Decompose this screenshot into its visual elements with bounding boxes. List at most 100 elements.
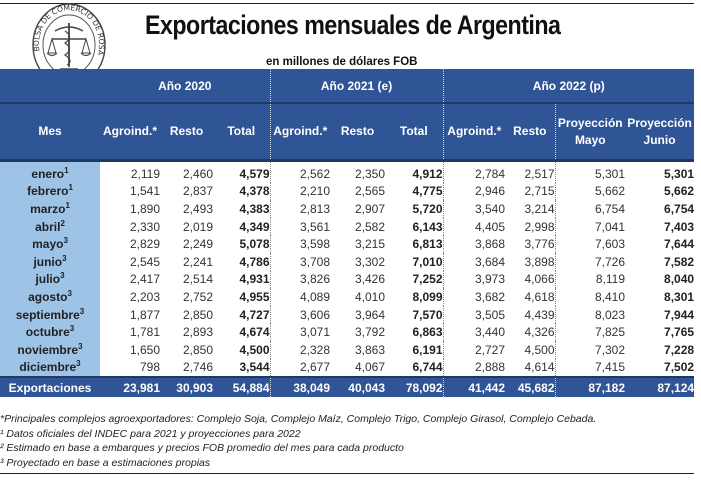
column-header-proyeccion-mayo: Proyección Mayo <box>555 103 626 162</box>
cell-resto-2020: 2,850 <box>182 342 213 357</box>
footnote-3: ³ Proyectado en base a estimaciones prop… <box>0 456 211 469</box>
cell-proyeccion-junio: 7,765 <box>664 325 695 340</box>
cell-total-2021: 6,143 <box>385 217 444 236</box>
cell-proyeccion-junio: 8,040 <box>664 272 695 287</box>
cell-agroind-2022: 3,682 <box>475 289 506 304</box>
cell-agroind-2020: 2,417 <box>129 272 160 287</box>
cell-total-2021: 7,570 <box>385 305 444 324</box>
month-footnote-marker: 3 <box>67 288 72 298</box>
cell-agroind-2022: 3,505 <box>475 307 506 322</box>
cell-resto-2021: 3,964 <box>354 307 385 322</box>
cell-agroind-2021: 3,826 <box>299 272 330 287</box>
table-row: noviembre3 1,650 2,850 4,500 2,328 3,863 6,191… <box>0 340 694 359</box>
total-proyeccion-mayo: 87,182 <box>555 376 626 398</box>
cell-agroind-2021: 4,089 <box>299 289 330 304</box>
column-header-row: Mes Agroind.* Resto Total Agroind.* Rest… <box>0 103 695 162</box>
cell-proyeccion-junio: 7,644 <box>664 237 695 252</box>
group-header-2022: Año 2022 (p) <box>443 69 695 104</box>
cell-agroind-2022: 2,727 <box>475 342 506 357</box>
cell-total-2020: 4,727 <box>213 305 271 324</box>
month-cell: septiembre3 <box>0 305 100 324</box>
cell-resto-2020: 2,746 <box>182 360 213 375</box>
cell-resto-2022: 2,715 <box>505 182 556 201</box>
cell-agroind-2021: 2,813 <box>299 201 330 216</box>
cell-total-2020: 4,349 <box>213 217 271 236</box>
cell-resto-2022: 4,439 <box>505 305 556 324</box>
cell-resto-2020: 2,460 <box>182 166 213 181</box>
total-agroind-2022: 41,442 <box>443 376 506 398</box>
cell-agroind-2020: 2,203 <box>129 289 160 304</box>
column-header-resto-2021: Resto <box>330 103 385 162</box>
cell-resto-2022: 4,500 <box>505 340 556 359</box>
total-agroind-2021: 38,049 <box>270 376 330 398</box>
month-footnote-marker: 3 <box>69 324 75 334</box>
column-header-agroind-2022: Agroind.* <box>443 103 506 162</box>
month-footnote-marker: 2 <box>60 218 65 228</box>
cell-agroind-2021: 3,071 <box>299 325 330 340</box>
cell-proyeccion-mayo: 7,041 <box>595 219 626 234</box>
cell-proyeccion-junio: 6,754 <box>664 201 695 216</box>
cell-resto-2022: 4,618 <box>505 288 556 306</box>
cell-proyeccion-mayo: 8,023 <box>595 307 626 322</box>
column-header-agroind-2021: Agroind.* <box>270 103 330 162</box>
cell-proyeccion-mayo: 7,603 <box>595 237 626 252</box>
total-resto-2021: 40,043 <box>330 376 385 398</box>
month-label: enero <box>31 166 65 181</box>
cell-agroind-2021: 3,561 <box>299 219 330 234</box>
month-label: septiembre <box>15 307 80 322</box>
cell-agroind-2020: 2,119 <box>130 166 160 181</box>
cell-resto-2021: 2,350 <box>354 166 385 181</box>
cell-total-2021: 4,912 <box>385 160 444 183</box>
proyeccion-junio-line1: Proyección <box>627 115 692 130</box>
bottom-border-line <box>0 473 694 474</box>
totals-label: Exportaciones <box>0 376 100 398</box>
cell-total-2021: 4,775 <box>385 182 444 201</box>
bolsa-de-comercio-logo: BOLSA DE COMERCIO DE ROSARIO <box>30 1 106 87</box>
month-cell: mayo3 <box>0 235 100 253</box>
cell-proyeccion-mayo: 5,301 <box>595 166 626 181</box>
cell-total-2020: 3,544 <box>213 358 271 378</box>
month-cell: marzo1 <box>0 200 100 218</box>
cell-total-2021: 6,813 <box>385 235 444 253</box>
cell-resto-2021: 3,426 <box>354 272 385 287</box>
month-label: octubre <box>25 325 70 340</box>
cell-resto-2021: 2,582 <box>354 219 385 234</box>
cell-resto-2022: 2,998 <box>505 217 556 236</box>
month-footnote-marker: 3 <box>63 236 68 246</box>
cell-proyeccion-mayo: 8,410 <box>595 289 626 304</box>
cell-total-2021: 7,252 <box>385 270 444 289</box>
cell-resto-2020: 2,249 <box>182 237 213 252</box>
cell-resto-2022: 3,898 <box>505 252 556 271</box>
cell-proyeccion-mayo: 6,754 <box>595 201 626 216</box>
cell-total-2020: 4,931 <box>213 270 271 289</box>
column-header-proyeccion-junio: Proyección Junio <box>625 103 695 162</box>
cell-resto-2020: 2,019 <box>182 219 213 234</box>
cell-total-2021: 8,099 <box>385 288 444 306</box>
cell-resto-2020: 2,837 <box>182 184 213 199</box>
cell-resto-2022: 3,776 <box>505 235 556 253</box>
month-cell: enero1 <box>0 160 100 183</box>
footnote-1: ¹ Datos oficiales del INDEC para 2021 y … <box>0 427 301 440</box>
month-footnote-marker: 3 <box>60 271 65 281</box>
table-row: diciembre3 798 2,746 3,544 2,677 4,067 6,744 2,… <box>0 358 694 378</box>
month-cell: julio3 <box>0 270 100 289</box>
cell-total-2020: 4,786 <box>213 252 271 271</box>
cell-total-2021: 6,863 <box>385 323 444 341</box>
proyeccion-junio-line2: Junio <box>643 132 676 147</box>
month-footnote-marker: 3 <box>79 306 85 316</box>
cell-agroind-2020: 2,829 <box>129 237 160 252</box>
cell-proyeccion-junio: 7,403 <box>664 219 695 234</box>
month-cell: noviembre3 <box>0 340 100 359</box>
table-row: enero1 2,119 2,460 4,579 2,562 2,350 4,912 2,78… <box>0 160 694 183</box>
column-header-mes: Mes <box>0 103 100 162</box>
cell-agroind-2020: 2,545 <box>129 254 160 269</box>
cell-total-2020: 4,674 <box>213 323 271 341</box>
cell-agroind-2020: 1,541 <box>129 184 160 199</box>
month-footnote-marker: 3 <box>76 359 81 369</box>
cell-resto-2022: 4,614 <box>505 358 556 378</box>
month-cell: abril2 <box>0 217 100 236</box>
total-total-2020: 54,884 <box>213 376 271 398</box>
cell-resto-2022: 3,214 <box>505 200 556 218</box>
month-footnote-marker: 1 <box>65 200 70 210</box>
cell-resto-2021: 3,215 <box>354 237 385 252</box>
